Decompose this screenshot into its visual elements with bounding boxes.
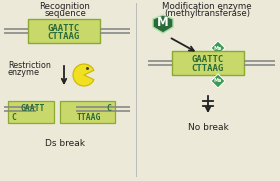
- Wedge shape: [73, 64, 94, 86]
- Polygon shape: [153, 15, 173, 33]
- Text: CTTAAG: CTTAAG: [48, 32, 80, 41]
- Text: GAATTC: GAATTC: [48, 24, 80, 33]
- Text: C: C: [107, 104, 111, 113]
- Text: (methyltransferase): (methyltransferase): [164, 9, 250, 18]
- Text: C: C: [11, 113, 17, 122]
- Text: TTAAG: TTAAG: [76, 113, 101, 122]
- FancyBboxPatch shape: [8, 101, 54, 123]
- Text: No break: No break: [188, 123, 228, 132]
- Text: Recognition: Recognition: [39, 2, 90, 11]
- Text: GAATTC: GAATTC: [192, 55, 224, 64]
- Text: sequence: sequence: [44, 9, 86, 18]
- Text: Me: Me: [214, 45, 222, 50]
- Text: Modification enzyme: Modification enzyme: [162, 2, 252, 11]
- Text: enzyme: enzyme: [8, 68, 40, 77]
- Polygon shape: [211, 74, 225, 88]
- Text: Ds break: Ds break: [45, 139, 85, 148]
- Text: M: M: [157, 16, 169, 30]
- Text: Me: Me: [214, 79, 222, 83]
- FancyBboxPatch shape: [28, 19, 100, 43]
- FancyBboxPatch shape: [172, 51, 244, 75]
- Text: GAATT: GAATT: [21, 104, 45, 113]
- Text: Restriction: Restriction: [8, 61, 51, 70]
- Text: CTTAAG: CTTAAG: [192, 64, 224, 73]
- Polygon shape: [211, 41, 225, 55]
- FancyBboxPatch shape: [60, 101, 115, 123]
